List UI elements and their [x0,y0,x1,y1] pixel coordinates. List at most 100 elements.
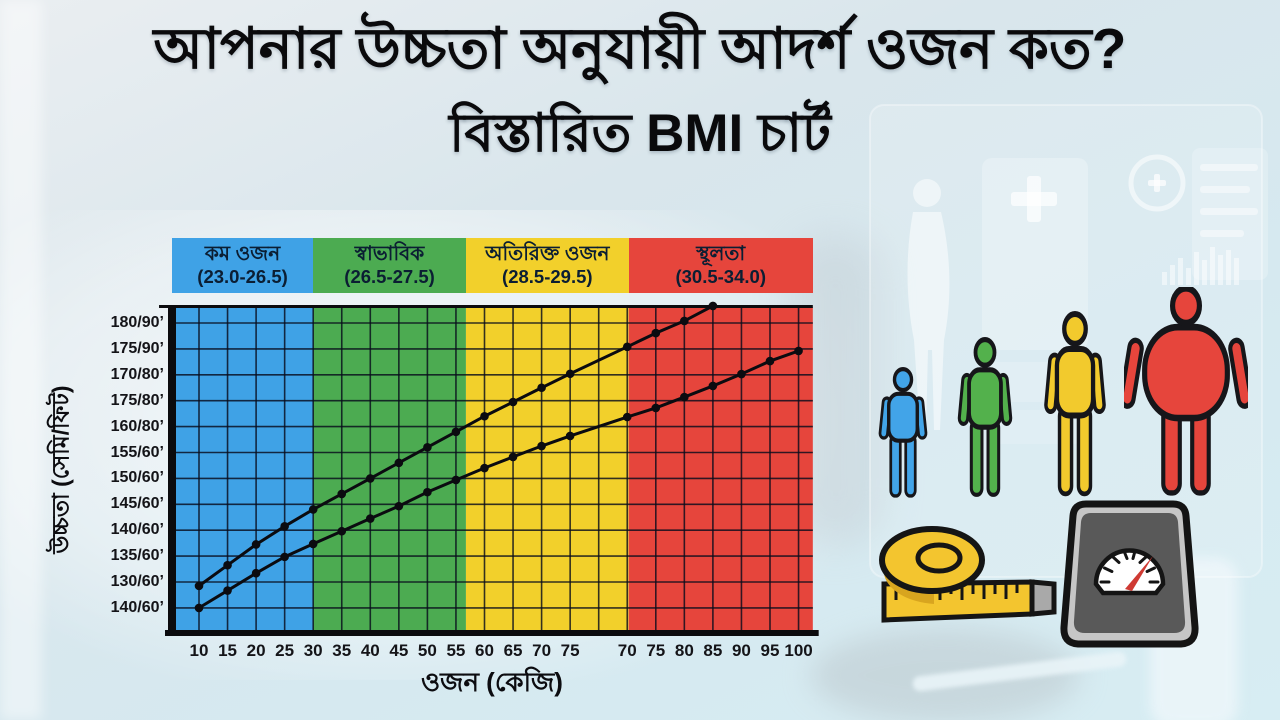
mini-bar-chart [1162,247,1239,285]
upper-weight-line [194,301,718,591]
x-tick-label: 80 [674,641,694,660]
medical-ring-icon [1128,154,1186,212]
y-tick-label: 155/60’ [110,443,164,461]
x-tick-label: 25 [275,641,295,660]
body-silhouette-icon [907,179,950,430]
weight-scale-icon [1060,500,1199,648]
dial-needle [1125,556,1153,591]
y-tick-label: 175/80’ [110,391,164,409]
data-point [622,412,632,422]
zone-name: কম ওজন [204,242,281,265]
data-point [480,463,489,473]
obese-person-icon [1119,284,1253,501]
zone-range: (28.5-29.5) [502,265,593,287]
y-tick-label: 170/80’ [110,365,164,383]
data-point [251,540,261,549]
x-tick-label: 60 [475,641,494,660]
data-point [366,514,375,523]
zone-header-1: স্বাভাবিক (26.5-27.5) [313,238,466,293]
x-tick-label: 55 [446,641,466,660]
y-tick-label: 150/60’ [110,469,164,487]
y-tick-label: 175/90’ [110,339,164,357]
zone-range: (26.5-27.5) [344,265,435,287]
background-left-strip [0,0,42,720]
data-point [622,342,632,352]
zone-name: স্থূলতা [696,242,746,265]
x-tick-label: 45 [389,641,409,660]
y-tick-label: 140/60’ [110,598,164,616]
page-title: আপনার উচ্চতা অনুযায়ী আদর্শ ওজন কত? বিস্… [0,14,1280,181]
zone-header-2: অতিরিক্ত ওজন (28.5-29.5) [465,238,629,293]
data-point [423,443,432,452]
y-tick-label: 135/60’ [110,547,164,565]
data-point [508,452,518,462]
zone-fill-3 [628,307,813,630]
data-point [308,505,318,514]
data-point [680,392,689,402]
x-tick-label: 75 [646,641,666,660]
data-point [451,427,461,437]
zone-header-3: স্থূলতা (30.5-34.0) [628,238,813,293]
plus-icon [1011,176,1057,222]
data-point [737,369,746,379]
x-tick-label: 95 [760,641,780,660]
x-tick-label: 50 [417,641,437,660]
data-point [565,369,575,379]
data-point [223,586,232,595]
data-point [480,411,489,421]
zone-fill-0 [171,307,314,630]
x-tick-label: 20 [246,641,266,660]
x-tick-label: 85 [703,641,723,660]
underweight-person-icon [869,367,937,501]
data-point [537,441,546,451]
data-point [794,346,803,356]
x-tick-label: 100 [784,641,813,660]
x-tick-label: 35 [332,641,352,660]
lower-weight-line [194,346,803,613]
data-point [337,526,347,536]
x-tick-label: 70 [617,641,637,660]
data-point [651,328,661,338]
scale-dial [1093,548,1166,596]
data-point [565,431,575,441]
zone-range: (30.5-34.0) [675,265,766,287]
title-line-2: বিস্তারিত BMI চার্ট [449,104,831,164]
data-point [708,381,718,391]
data-point [423,487,432,497]
bmi-zones [171,307,813,630]
data-point [765,356,775,366]
y-tick-label: 180/90’ [110,314,164,331]
data-point [394,501,404,511]
data-point [508,397,518,407]
data-point [251,568,261,578]
data-point [708,301,718,311]
x-tick-label: 10 [189,641,209,660]
x-tick-label: 30 [303,641,323,660]
x-tick-label: 40 [360,641,380,660]
data-point [651,403,661,413]
data-point [308,539,318,549]
measuring-tape-icon [879,526,1057,623]
zone-name: অতিরিক্ত ওজন [485,242,610,265]
x-tick-label: 65 [503,641,523,660]
x-axis-line [165,630,819,636]
y-tick-label: 130/60’ [110,573,164,590]
data-point [537,383,546,393]
y-tick-label: 160/80’ [110,417,164,435]
y-axis-line [168,305,176,636]
dial-tick-marks [1099,549,1160,584]
data-point [280,522,289,531]
x-tick-label: 15 [218,641,237,660]
data-point [366,474,375,483]
y-tick-label: 145/60’ [110,495,164,513]
zone-header-0: কম ওজন (23.0-26.5) [171,238,314,293]
data-point [194,603,204,613]
zone-range: (23.0-26.5) [197,265,288,287]
axes [159,305,819,636]
zone-name: স্বাভাবিক [354,242,425,265]
